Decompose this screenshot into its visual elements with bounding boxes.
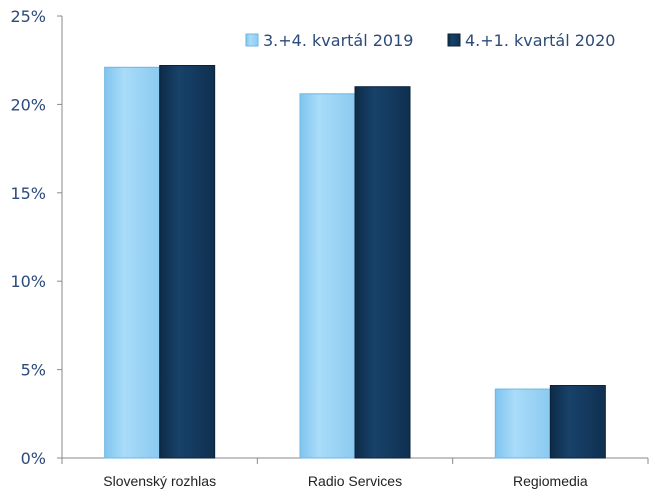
y-tick-label: 15% <box>10 184 46 203</box>
legend-swatch <box>447 33 461 47</box>
x-tick-label: Regiomedia <box>513 473 588 489</box>
y-tick-label: 20% <box>10 95 46 114</box>
bar <box>159 65 216 459</box>
y-axis: 0% 5% 10% 15% 20% 25% <box>10 7 63 468</box>
x-tick-label: Slovenský rozhlas <box>103 473 216 489</box>
x-tick-label: Radio Services <box>308 473 402 489</box>
y-tick-label: 0% <box>21 449 46 468</box>
legend-label: 3.+4. kvartál 2019 <box>263 31 413 50</box>
y-tick-label: 25% <box>10 7 46 26</box>
bar <box>354 86 411 459</box>
legend: 3.+4. kvartál 2019 4.+1. kvartál 2020 <box>245 31 615 50</box>
bar <box>104 66 161 459</box>
bars <box>104 65 606 459</box>
x-axis: Slovenský rozhlas Radio Services Regiomedi… <box>61 457 649 489</box>
y-tick-label: 10% <box>10 272 46 291</box>
y-tick-label: 5% <box>21 361 46 380</box>
bar <box>549 385 606 459</box>
legend-label: 4.+1. kvartál 2020 <box>465 31 615 50</box>
bar <box>494 388 551 459</box>
bar <box>299 93 356 459</box>
legend-swatch <box>245 33 259 47</box>
